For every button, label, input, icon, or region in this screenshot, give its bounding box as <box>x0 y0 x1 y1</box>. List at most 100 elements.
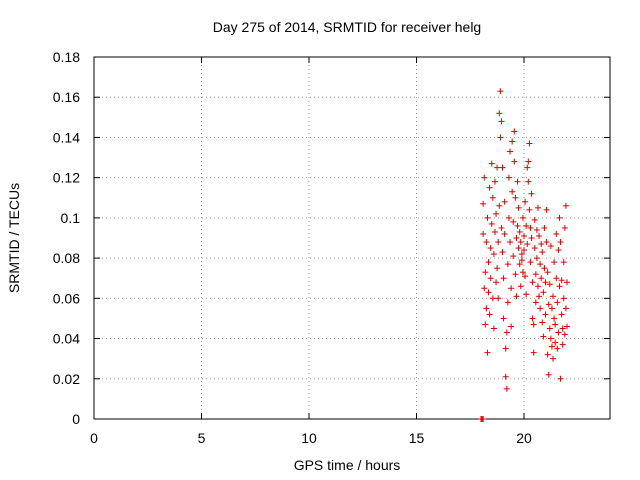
data-point <box>555 247 562 254</box>
data-point <box>508 285 515 292</box>
x-tick-label: 20 <box>516 430 532 446</box>
data-point <box>510 253 517 260</box>
data-point <box>490 251 497 258</box>
data-point <box>517 239 524 246</box>
data-point <box>548 305 555 312</box>
data-point <box>542 279 549 286</box>
data-point <box>541 224 548 231</box>
data-point <box>498 118 505 125</box>
data-point <box>559 341 566 348</box>
data-point <box>515 245 522 252</box>
data-point <box>484 349 491 356</box>
data-point <box>552 321 559 328</box>
data-point <box>539 249 546 256</box>
data-point <box>530 349 537 356</box>
data-point <box>490 325 497 332</box>
data-point <box>561 331 568 338</box>
data-point <box>546 325 553 332</box>
data-point <box>534 204 541 211</box>
data-point <box>534 283 541 290</box>
data-point <box>500 275 507 282</box>
data-point <box>512 194 519 201</box>
data-point <box>560 295 567 302</box>
chart-title: Day 275 of 2014, SRMTID for receiver hel… <box>213 19 481 35</box>
data-point <box>507 148 514 155</box>
x-tick-labels: 0 5 10 15 20 <box>90 430 532 446</box>
data-point <box>480 230 487 237</box>
data-point <box>556 214 563 221</box>
data-point <box>497 134 504 141</box>
data-point <box>527 259 534 266</box>
data-point <box>496 110 503 117</box>
data-point <box>495 239 502 246</box>
data-point <box>502 373 509 380</box>
data-point <box>515 204 522 211</box>
data-point <box>562 305 569 312</box>
data-points <box>478 88 570 422</box>
x-axis-label: GPS time / hours <box>294 457 401 473</box>
data-point <box>543 206 550 213</box>
data-point <box>524 241 531 248</box>
data-point <box>523 222 530 229</box>
x-tick-label: 5 <box>198 430 206 446</box>
data-point <box>547 335 554 342</box>
data-point <box>522 273 529 280</box>
data-point <box>544 269 551 276</box>
y-tick-label: 0.14 <box>53 129 80 145</box>
data-point <box>503 385 510 392</box>
data-point <box>552 339 559 346</box>
data-point <box>505 174 512 181</box>
data-point <box>518 257 525 264</box>
data-point <box>503 329 510 336</box>
data-point <box>507 239 514 246</box>
data-point <box>516 261 523 268</box>
data-point <box>541 265 548 272</box>
data-point <box>488 160 495 167</box>
data-point <box>484 214 491 221</box>
data-point <box>514 178 521 185</box>
data-point <box>516 228 523 235</box>
data-point <box>557 239 564 246</box>
y-tick-label: 0.06 <box>53 290 80 306</box>
data-point <box>537 261 544 268</box>
data-point <box>501 198 508 205</box>
data-point <box>500 315 507 322</box>
data-point <box>489 194 496 201</box>
data-point <box>491 178 498 185</box>
data-point <box>528 190 535 197</box>
data-point <box>482 321 489 328</box>
data-point <box>559 325 566 332</box>
data-point <box>538 241 545 248</box>
y-tick-label: 0.04 <box>53 331 80 347</box>
data-point <box>537 305 544 312</box>
data-point <box>540 333 547 340</box>
data-point <box>558 277 565 284</box>
data-point <box>481 285 488 292</box>
y-tick-label: 0.16 <box>53 89 80 105</box>
data-point <box>509 188 516 195</box>
data-point <box>509 138 516 145</box>
data-point <box>510 218 517 225</box>
data-point <box>491 228 498 235</box>
data-point <box>557 375 564 382</box>
data-point <box>504 261 511 268</box>
data-point <box>511 128 518 135</box>
data-point <box>540 289 547 296</box>
data-point <box>495 295 502 302</box>
y-tick-label: 0.18 <box>53 49 80 65</box>
data-point <box>513 235 520 241</box>
data-point <box>489 295 496 302</box>
data-point <box>529 279 536 286</box>
x-tick-label: 10 <box>301 430 317 446</box>
data-point <box>498 224 505 231</box>
data-point <box>497 88 504 95</box>
x-tick-label: 15 <box>409 430 425 446</box>
data-point <box>483 305 490 312</box>
data-point <box>496 202 503 209</box>
data-point <box>550 355 557 362</box>
data-point <box>486 184 493 191</box>
data-point <box>533 226 540 233</box>
data-point <box>499 164 506 171</box>
data-point <box>514 222 521 229</box>
